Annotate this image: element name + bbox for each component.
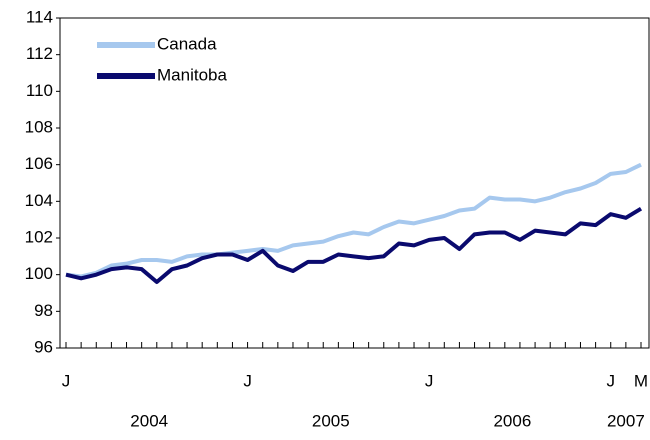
x-tick-label: J bbox=[425, 371, 434, 390]
x-tick-label: J bbox=[62, 371, 71, 390]
y-tick-label: 104 bbox=[25, 191, 53, 210]
y-tick-label: 100 bbox=[25, 264, 53, 283]
year-label: 2005 bbox=[312, 411, 350, 430]
year-label: 2004 bbox=[130, 411, 168, 430]
year-label: 2007 bbox=[607, 411, 645, 430]
y-tick-label: 98 bbox=[34, 301, 53, 320]
year-label: 2006 bbox=[493, 411, 531, 430]
line-series bbox=[65, 206, 643, 284]
legend-label: Manitoba bbox=[157, 65, 227, 84]
y-tick-label: 106 bbox=[25, 154, 53, 173]
x-tick-label: J bbox=[243, 371, 252, 390]
x-tick-label: M bbox=[634, 371, 648, 390]
x-tick-label: J bbox=[606, 371, 615, 390]
y-tick-label: 108 bbox=[25, 117, 53, 136]
y-tick-label: 114 bbox=[26, 7, 53, 26]
legend-label: Canada bbox=[157, 34, 217, 53]
y-tick-label: 112 bbox=[26, 44, 53, 63]
line-series bbox=[65, 162, 642, 279]
y-tick-label: 102 bbox=[25, 227, 53, 246]
plot-frame bbox=[59, 17, 650, 349]
y-tick-label: 96 bbox=[34, 337, 53, 356]
y-tick-label: 110 bbox=[26, 81, 53, 100]
